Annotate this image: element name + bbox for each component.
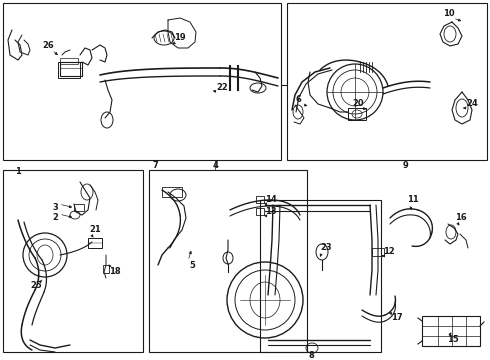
Bar	[422, 316, 480, 346]
Bar	[348, 108, 366, 120]
Text: 11: 11	[407, 195, 419, 204]
Text: 25: 25	[30, 282, 42, 291]
Text: 17: 17	[391, 314, 403, 323]
Text: 9: 9	[402, 162, 408, 171]
Text: 6: 6	[295, 95, 301, 104]
Bar	[74, 204, 84, 211]
Text: 5: 5	[189, 261, 195, 270]
Text: 19: 19	[174, 33, 186, 42]
Text: 2: 2	[52, 213, 58, 222]
Text: 23: 23	[320, 243, 332, 252]
Bar	[287, 3, 487, 160]
Bar	[162, 187, 182, 197]
Bar	[3, 3, 281, 160]
Text: 18: 18	[109, 267, 121, 276]
Text: 16: 16	[455, 213, 467, 222]
Text: 7: 7	[152, 162, 158, 171]
Bar	[372, 248, 384, 256]
Bar	[103, 265, 109, 273]
Bar	[256, 196, 264, 203]
Text: 20: 20	[352, 99, 364, 108]
Bar	[60, 62, 82, 76]
Text: 22: 22	[216, 84, 228, 93]
Bar	[149, 170, 307, 352]
Bar	[88, 238, 102, 248]
Bar	[256, 208, 264, 215]
Bar	[58, 62, 80, 78]
Text: 15: 15	[447, 336, 459, 345]
Text: 1: 1	[15, 167, 21, 176]
Text: 10: 10	[443, 9, 455, 18]
Text: 14: 14	[265, 195, 277, 204]
Text: 3: 3	[52, 203, 58, 212]
Bar	[260, 200, 381, 352]
Bar	[3, 170, 143, 352]
Text: 26: 26	[42, 41, 54, 50]
Text: 24: 24	[466, 99, 478, 108]
Text: 12: 12	[383, 248, 395, 256]
Bar	[60, 58, 78, 64]
Text: 13: 13	[265, 207, 277, 216]
Text: 4: 4	[212, 162, 218, 171]
Text: 21: 21	[89, 225, 101, 234]
Text: 8: 8	[308, 351, 314, 360]
